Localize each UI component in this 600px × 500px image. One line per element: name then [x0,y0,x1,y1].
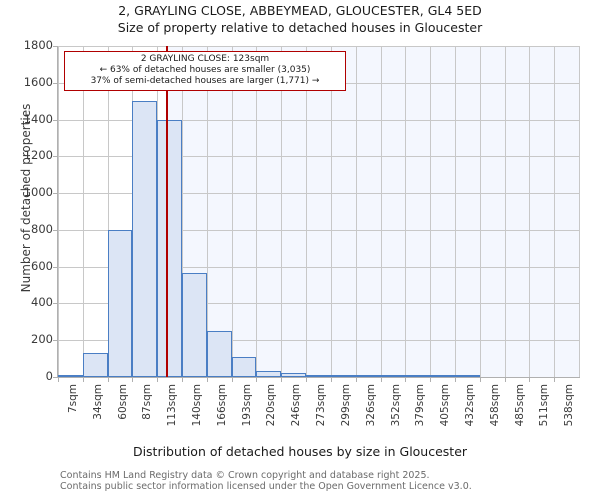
page-title: 2, GRAYLING CLOSE, ABBEYMEAD, GLOUCESTER… [118,3,482,18]
annotation-line-1: 2 GRAYLING CLOSE: 123sqm [140,54,270,64]
y-axis-tick-mark [53,303,57,305]
y-axis-tick-mark [53,119,57,121]
histogram-bar [83,353,108,377]
y-axis-tick-label: 400 [31,295,53,310]
y-axis-tick-mark [53,229,57,231]
footer-attribution: Contains HM Land Registry data © Crown c… [60,470,580,492]
x-axis-tick-label: 432sqm [463,384,476,427]
gridline-vertical [579,46,580,377]
histogram-bar [405,375,430,377]
histogram-bars [58,46,579,377]
x-axis-tick-label: 34sqm [91,384,104,420]
x-axis-tick-label: 166sqm [215,384,228,427]
annotation-line-2: ← 63% of detached houses are smaller (3,… [99,65,311,75]
marker-annotation-box: 2 GRAYLING CLOSE: 123sqm ← 63% of detach… [64,51,346,91]
histogram-bar [256,371,281,377]
x-axis-tick-label: 87sqm [141,384,154,420]
y-axis-tick-mark [53,156,57,158]
x-axis-tick-label: 220sqm [265,384,278,427]
x-axis-tick-mark [182,378,183,382]
annotation-line-3: 37% of semi-detached houses are larger (… [90,76,320,86]
chart-title-block: 2, GRAYLING CLOSE, ABBEYMEAD, GLOUCESTER… [0,2,600,36]
x-axis-tick-mark [132,378,133,382]
y-axis-tick-label: 1200 [23,148,53,163]
y-axis-tick-label: 1600 [23,74,53,89]
x-axis-tick-mark [554,378,555,382]
x-axis-tick-mark [207,378,208,382]
x-axis-tick-label: 326sqm [364,384,377,427]
x-axis-tick-label: 193sqm [240,384,253,427]
histogram-bar [306,374,331,377]
x-axis-tick-mark [306,378,307,382]
histogram-bar [232,356,256,377]
y-axis-tick-mark [53,266,57,268]
chart-subtitle: Size of property relative to detached ho… [117,20,483,35]
footer-line-1: Contains HM Land Registry data © Crown c… [60,470,430,481]
x-axis-line [58,377,580,378]
x-axis-tick-label: 485sqm [513,384,526,427]
y-axis-tick-label: 600 [31,258,53,273]
y-axis-line [57,46,58,378]
x-axis-tick-mark [232,378,233,382]
y-axis-tick-mark [53,377,57,378]
histogram-bar [58,375,83,377]
x-axis-tick-mark [256,378,257,382]
x-axis-tick-mark [108,378,109,382]
y-axis-tick-label: 800 [31,221,53,236]
histogram-bar [132,101,157,377]
x-axis-tick-label: 352sqm [389,384,402,427]
histogram-bar [108,229,132,377]
histogram-bar [331,375,356,377]
x-axis-tick-mark [505,378,506,382]
x-axis-tick-mark [381,378,382,382]
y-axis-tick-mark [53,46,57,47]
x-axis-tick-mark [356,378,357,382]
x-axis-ticks: 7sqm 34sqm 60sqm 87sqm 113sqm 140sqm 166sqm 193… [58,378,580,438]
x-axis-tick-mark [157,378,158,382]
histogram-bar [157,119,182,377]
x-axis-tick-label: 379sqm [414,384,427,427]
x-axis-tick-mark [430,378,431,382]
x-axis-tick-label: 405sqm [439,384,452,427]
plot-area [58,46,580,377]
x-axis-tick-label: 299sqm [339,384,352,427]
histogram-bar [381,375,405,377]
y-axis-tick-label: 200 [31,332,53,347]
y-axis-tick-label: 1400 [23,111,53,126]
histogram-bar [207,331,232,377]
property-marker-line [166,46,169,377]
y-axis-tick-label: 0 [45,369,53,383]
y-axis-tick-label: 1800 [23,38,53,52]
x-axis-tick-mark [529,378,530,382]
histogram-bar [455,375,480,377]
y-axis-ticks: Number of detached properties 0 200 400 600… [0,38,57,383]
histogram-bar [430,375,455,377]
x-axis-tick-mark [281,378,282,382]
right-region-shading [166,46,579,377]
x-axis-tick-label: 246sqm [290,384,303,427]
x-axis-tick-label: 60sqm [116,384,129,420]
y-axis-tick-mark [53,340,57,342]
y-axis-tick-label: 1000 [23,185,53,200]
x-axis-tick-label: 511sqm [538,384,551,427]
x-axis-tick-label: 538sqm [563,384,576,427]
histogram-bar [182,273,207,377]
x-axis-tick-label: 113sqm [166,384,179,427]
x-axis-tick-label: 140sqm [191,384,204,427]
x-axis-tick-mark [480,378,481,382]
x-axis-tick-mark [405,378,406,382]
x-axis-tick-label: 7sqm [67,384,79,414]
x-axis-tick-label: 273sqm [315,384,328,427]
y-axis-tick-mark [53,193,57,195]
x-axis-tick-mark [83,378,84,382]
footer-line-2: Contains public sector information licen… [60,481,472,492]
x-axis-tick-mark [455,378,456,382]
x-axis-tick-mark [58,378,59,382]
histogram-bar [281,373,306,377]
x-axis-label: Distribution of detached houses by size … [132,444,468,459]
x-axis-tick-label: 458sqm [488,384,501,427]
y-axis-tick-mark [53,82,57,84]
x-axis-tick-mark [331,378,332,382]
histogram-bar [356,375,381,377]
